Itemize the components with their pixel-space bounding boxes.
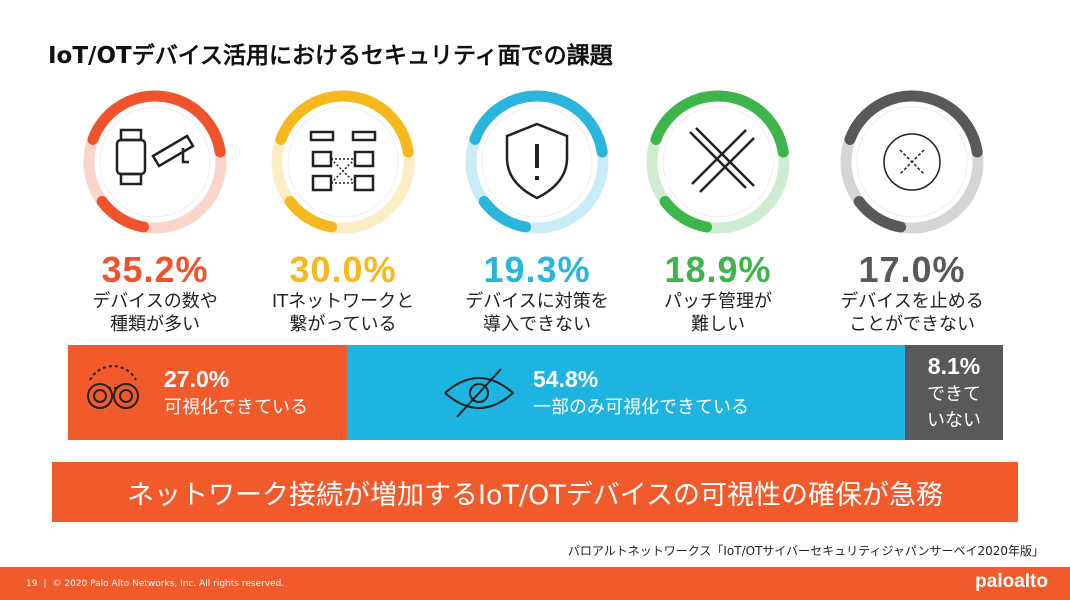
ring-arc (465, 90, 609, 234)
challenge-item: 19.3% デバイスに対策を 導入できない (442, 82, 632, 336)
challenge-label-2: 難しい (691, 314, 745, 335)
challenge-item: 35.2% デバイスの数や 種類が多い (60, 82, 250, 336)
conclusion-banner: ネットワーク接続が増加するIoT/OTデバイスの可視性の確保が急務 (52, 462, 1018, 522)
x-circle-icon (883, 133, 941, 191)
challenge-pct: 35.2% (101, 249, 209, 290)
visible-pct: 27.0% (164, 366, 230, 392)
partial-label: 一部のみ可視化できている (533, 397, 749, 418)
source-note: パロアルトネットワークス「IoT/OTサイバーセキュリティジャパンサーベイ202… (567, 544, 1044, 558)
challenge-label-1: デバイスを止める (840, 291, 984, 312)
visible-segment: 27.0% 可視化できている (68, 345, 347, 440)
tools-icon (689, 127, 755, 193)
visible-label: 可視化できている (164, 397, 308, 418)
ring-arc (83, 90, 227, 234)
ring-arc (646, 90, 790, 234)
ring-chart (271, 90, 415, 234)
ring-chart (646, 90, 790, 234)
invisible-segment: 8.1% できていない (905, 345, 1003, 440)
challenge-pct: 30.0% (289, 249, 397, 290)
challenge-label-2: 繋がっている (289, 314, 397, 335)
partial-segment: 54.8% 一部のみ可視化できている (347, 345, 905, 440)
page-title: IoT/OTデバイス活用におけるセキュリティ面での課題 (48, 43, 613, 69)
challenge-pct: 19.3% (483, 249, 591, 290)
ring-arc (465, 90, 609, 234)
ring-chart (840, 90, 984, 234)
ring-arc (271, 90, 415, 234)
invisible-label-1: できて (927, 384, 981, 405)
challenge-label-1: ITネットワークと (271, 291, 415, 312)
ring-arc (840, 90, 984, 234)
challenge-item: 17.0% デバイスを止める ことができない (817, 82, 1007, 336)
challenge-label-1: デバイスの数や (92, 291, 218, 312)
challenge-pct: 18.9% (664, 249, 772, 290)
challenge-label-1: パッチ管理が (664, 291, 772, 312)
page-number: 19 (26, 578, 38, 589)
challenge-pct: 17.0% (858, 249, 966, 290)
ring-chart (83, 90, 227, 234)
invisible-pct: 8.1% (927, 353, 981, 379)
challenge-item: 18.9% パッチ管理が 難しい (623, 82, 813, 336)
eye-slash-icon (444, 367, 515, 418)
binoculars-icon (87, 364, 139, 409)
smartwatch-camera-icon (115, 128, 195, 186)
paloalto-logo: paloalto (975, 571, 1048, 592)
challenge-label-2: 導入できない (483, 314, 591, 335)
ring-arc (646, 90, 790, 234)
copyright: © 2020 Palo Alto Networks, Inc. All righ… (52, 578, 285, 589)
ring-chart (465, 90, 609, 234)
invisible-label-2: いない (927, 410, 981, 431)
challenge-label-1: デバイスに対策を (465, 291, 609, 312)
ring-arc (840, 90, 984, 234)
shield-alert-icon (505, 122, 569, 200)
challenge-label-2: 種類が多い (110, 314, 200, 335)
challenge-item: 30.0% ITネットワークと 繋がっている (248, 82, 438, 336)
ring-arc (83, 90, 227, 234)
ring-arc (271, 90, 415, 234)
partial-pct: 54.8% (533, 366, 599, 392)
network-icon (309, 130, 377, 192)
challenge-label-2: ことができない (849, 314, 975, 335)
footer: 19 | © 2020 Palo Alto Networks, Inc. All… (0, 567, 1070, 600)
